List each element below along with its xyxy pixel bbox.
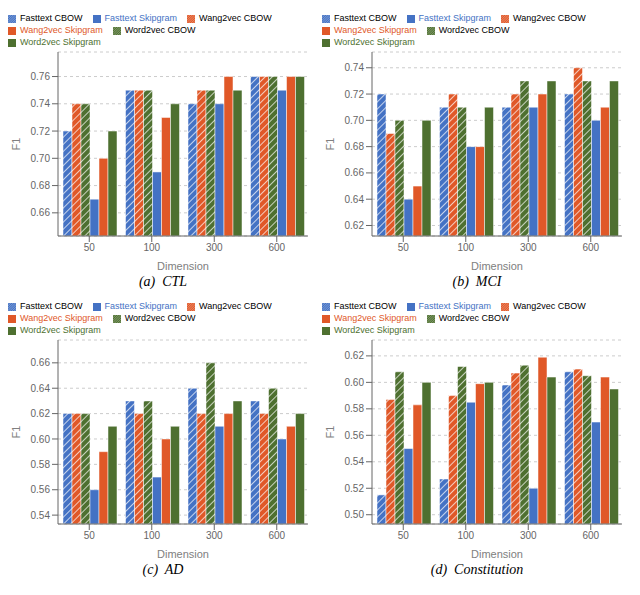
- svg-text:Dimension: Dimension: [157, 260, 209, 270]
- html-text:Wang2vec CBOW: Wang2vec CBOW: [199, 13, 272, 23]
- svg-text:0.72: 0.72: [31, 126, 51, 137]
- svg-text:0.68: 0.68: [345, 141, 365, 152]
- html-text:Wang2vec CBOW: Wang2vec CBOW: [513, 301, 586, 311]
- html-text:Fasttext CBOW: Fasttext CBOW: [334, 301, 397, 311]
- html-text:Wang2vec Skipgram: Wang2vec Skipgram: [334, 25, 417, 35]
- svg-text:50: 50: [398, 530, 410, 541]
- svg-text:Dimension: Dimension: [471, 548, 523, 558]
- svg-text:0.62: 0.62: [31, 408, 51, 419]
- html-text:Wang2vec CBOW: Wang2vec CBOW: [513, 13, 586, 23]
- svg-text:300: 300: [520, 242, 537, 253]
- svg-text:0.76: 0.76: [31, 71, 51, 82]
- svg-text:100: 100: [143, 242, 160, 253]
- svg-text:0.60: 0.60: [345, 377, 365, 388]
- svg-text:0.66: 0.66: [31, 207, 51, 218]
- svg-text:600: 600: [268, 530, 285, 541]
- svg-text:0.74: 0.74: [345, 62, 365, 73]
- svg-text:300: 300: [206, 530, 223, 541]
- html-text:Word2vec CBOW: Word2vec CBOW: [124, 313, 196, 323]
- svg-text:0.56: 0.56: [345, 430, 365, 441]
- svg-text:0.62: 0.62: [345, 220, 365, 231]
- html-text:Word2vec CBOW: Word2vec CBOW: [438, 25, 510, 35]
- svg-text:Dimension: Dimension: [157, 548, 209, 558]
- svg-text:0.66: 0.66: [31, 357, 51, 368]
- svg-text:F1: F1: [10, 138, 22, 151]
- html-text:Wang2vec Skipgram: Wang2vec Skipgram: [334, 313, 417, 323]
- html-text:(d) Constitution: (d) Constitution: [430, 562, 524, 577]
- svg-text:0.70: 0.70: [345, 115, 365, 126]
- svg-text:50: 50: [84, 530, 96, 541]
- svg-text:0.54: 0.54: [31, 510, 51, 521]
- svg-text:F1: F1: [10, 426, 22, 439]
- svg-text:0.72: 0.72: [345, 89, 365, 100]
- html-text:Fasttext CBOW: Fasttext CBOW: [334, 13, 397, 23]
- html-text:(a) CTL: (a) CTL: [138, 274, 188, 289]
- svg-text:600: 600: [268, 242, 285, 253]
- html-text:Fasttext Skipgram: Fasttext Skipgram: [418, 13, 491, 23]
- svg-text:F1: F1: [324, 426, 336, 439]
- svg-text:0.60: 0.60: [31, 434, 51, 445]
- svg-text:50: 50: [398, 242, 410, 253]
- svg-text:0.64: 0.64: [31, 383, 51, 394]
- html-text:Wang2vec CBOW: Wang2vec CBOW: [199, 301, 272, 311]
- html-text:Word2vec CBOW: Word2vec CBOW: [438, 313, 510, 323]
- html-text:Fasttext Skipgram: Fasttext Skipgram: [104, 13, 177, 23]
- html-text:Wang2vec Skipgram: Wang2vec Skipgram: [20, 25, 103, 35]
- svg-text:Dimension: Dimension: [471, 260, 523, 270]
- html-text:Word2vec Skipgram: Word2vec Skipgram: [20, 37, 101, 47]
- html-text:(c) AD: (c) AD: [142, 562, 184, 577]
- html-text:Fasttext Skipgram: Fasttext Skipgram: [104, 301, 177, 311]
- svg-text:600: 600: [582, 242, 599, 253]
- svg-text:100: 100: [457, 242, 474, 253]
- html-text:Word2vec Skipgram: Word2vec Skipgram: [334, 325, 415, 335]
- svg-text:0.50: 0.50: [345, 509, 365, 520]
- svg-text:0.52: 0.52: [345, 483, 365, 494]
- svg-text:0.58: 0.58: [31, 459, 51, 470]
- svg-text:0.58: 0.58: [345, 403, 365, 414]
- svg-text:0.62: 0.62: [345, 350, 365, 361]
- svg-text:0.74: 0.74: [31, 98, 51, 109]
- html-text:Fasttext CBOW: Fasttext CBOW: [20, 301, 83, 311]
- svg-text:F1: F1: [324, 138, 336, 151]
- html-text:Word2vec Skipgram: Word2vec Skipgram: [334, 37, 415, 47]
- svg-text:300: 300: [206, 242, 223, 253]
- svg-text:50: 50: [84, 242, 96, 253]
- html-text:Word2vec CBOW: Word2vec CBOW: [124, 25, 196, 35]
- svg-text:300: 300: [520, 530, 537, 541]
- html-text:Fasttext Skipgram: Fasttext Skipgram: [418, 301, 491, 311]
- svg-text:600: 600: [582, 530, 599, 541]
- html-text:Word2vec Skipgram: Word2vec Skipgram: [20, 325, 101, 335]
- svg-text:100: 100: [143, 530, 160, 541]
- svg-text:0.68: 0.68: [31, 180, 51, 191]
- svg-text:0.54: 0.54: [345, 456, 365, 467]
- svg-text:0.64: 0.64: [345, 194, 365, 205]
- html-text:Wang2vec Skipgram: Wang2vec Skipgram: [20, 313, 103, 323]
- svg-text:0.66: 0.66: [345, 167, 365, 178]
- svg-text:0.56: 0.56: [31, 484, 51, 495]
- html-text:(b) MCI: (b) MCI: [452, 274, 502, 289]
- svg-text:0.70: 0.70: [31, 153, 51, 164]
- html-text:Fasttext CBOW: Fasttext CBOW: [20, 13, 83, 23]
- svg-text:100: 100: [457, 530, 474, 541]
